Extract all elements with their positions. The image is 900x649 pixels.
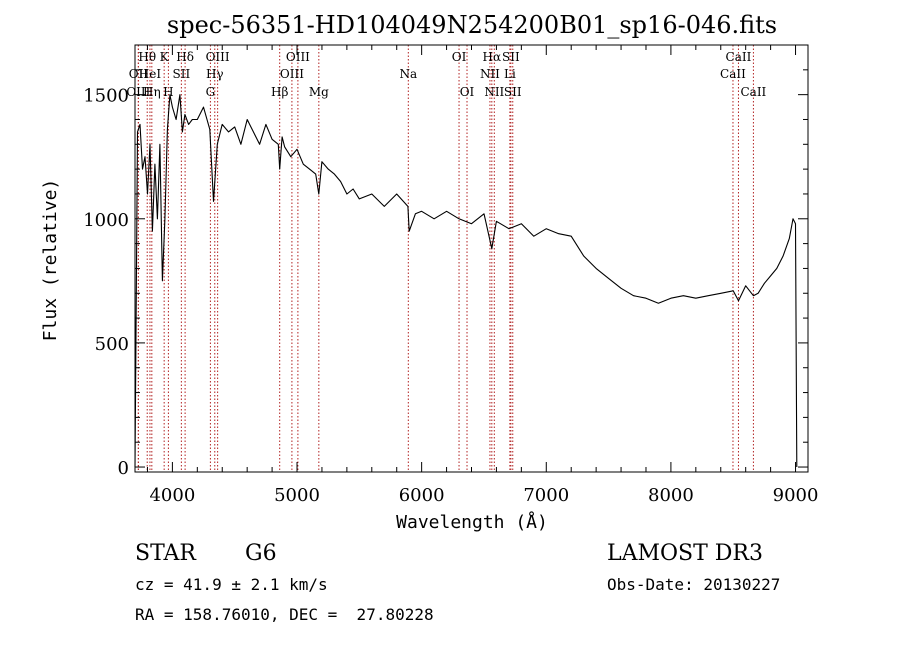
chart-title: spec-56351-HD104049N254200B01_sp16-046.f… (167, 11, 777, 39)
line-label: Hδ (176, 50, 194, 64)
line-label: Hβ (271, 85, 288, 99)
line-label: OI (460, 85, 475, 99)
line-label: SII (502, 50, 520, 64)
line-label: Li (504, 67, 516, 81)
line-marker-group (137, 45, 754, 472)
line-label: SII (504, 85, 522, 99)
x-tick-label: 5000 (274, 485, 320, 506)
line-label: OIII (206, 50, 230, 64)
survey-name: LAMOST DR3 (607, 541, 763, 566)
line-label: H (163, 85, 173, 99)
line-label: OIII (126, 85, 150, 99)
sky-coordinates: RA = 158.76010, DEC = 27.80228 (135, 605, 434, 624)
x-axis: 4000 5000 6000 7000 8000 9000 (146, 45, 819, 506)
line-label: SII (173, 67, 191, 81)
line-label: Hγ (206, 67, 224, 81)
redshift-velocity: cz = 41.9 ± 2.1 km/s (135, 575, 328, 594)
line-label: HeI (139, 67, 162, 81)
plot-frame (134, 44, 809, 473)
line-label: NII (484, 85, 504, 99)
y-tick-label: 500 (95, 334, 129, 355)
y-axis-label: Flux (relative) (40, 179, 61, 342)
x-tick-label: 4000 (149, 485, 195, 506)
line-label: OIII (286, 50, 310, 64)
line-label: Mg (309, 85, 329, 99)
line-label: CaII (720, 67, 746, 81)
line-label: Hη (143, 85, 161, 99)
line-label: NII (480, 67, 500, 81)
y-tick-label: 1000 (83, 210, 129, 231)
y-tick-label: 0 (118, 458, 129, 479)
object-subclass: G6 (245, 541, 277, 566)
line-label: OI (452, 50, 467, 64)
x-tick-label: 6000 (399, 485, 445, 506)
line-label: Hα (483, 50, 502, 64)
line-label: Hθ (138, 50, 156, 64)
line-label: CaII (726, 50, 752, 64)
line-label: OII (129, 67, 149, 81)
y-tick-label: 1500 (83, 86, 129, 107)
y-axis: 0 500 1000 1500 (83, 69, 808, 479)
x-tick-label: 7000 (523, 485, 569, 506)
line-label: CaII (740, 85, 766, 99)
line-label: G (206, 85, 216, 99)
spectrum-series-line (134, 94, 798, 468)
line-label: Na (399, 67, 417, 81)
observation-date: Obs-Date: 20130227 (607, 575, 780, 594)
x-tick-label: 8000 (648, 485, 694, 506)
line-label: OIII (280, 67, 304, 81)
object-class: STAR (135, 541, 197, 566)
x-axis-label: Wavelength (Å) (396, 511, 548, 533)
line-label: K (160, 50, 170, 64)
x-tick-label: 9000 (773, 485, 819, 506)
